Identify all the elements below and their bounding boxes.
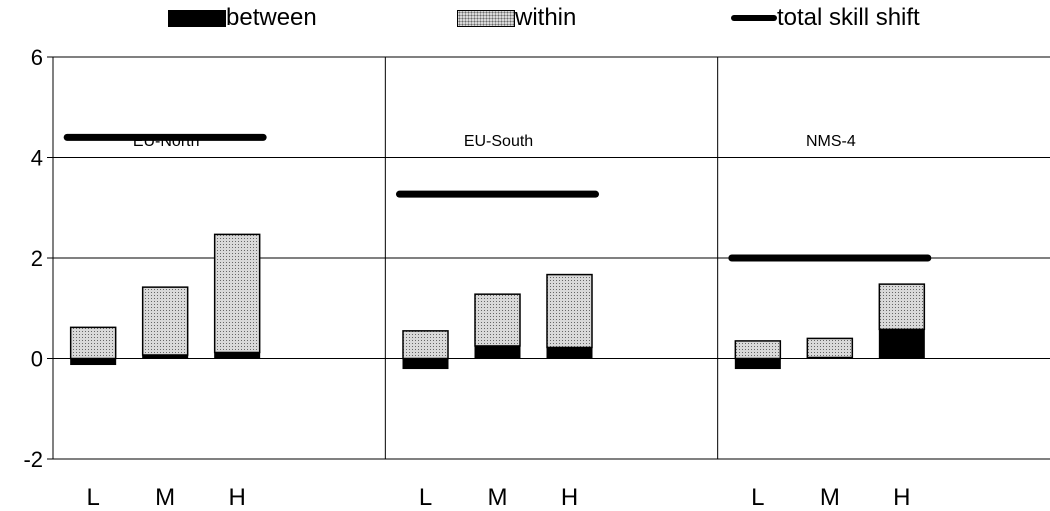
between-bar (474, 345, 521, 359)
between-bar (214, 351, 261, 360)
legend: between within total skill shift (0, 0, 1050, 40)
within-bar (69, 326, 117, 360)
between-bar (878, 328, 925, 360)
within-bar (213, 233, 261, 354)
y-tick-label: 2 (31, 246, 43, 271)
panel-title: NMS-4 (806, 133, 856, 150)
within-bar (734, 340, 782, 360)
x-tick-label: H (561, 484, 578, 511)
legend-item-within: within (457, 4, 576, 32)
between-swatch (168, 9, 226, 27)
y-tick-label: -2 (23, 447, 43, 472)
within-bar (141, 286, 189, 356)
within-bar (474, 293, 521, 347)
panel-title: EU-North (133, 133, 200, 150)
x-tick-label: L (751, 484, 764, 511)
within-bar (806, 337, 854, 359)
within-bar (878, 283, 926, 331)
x-tick-label: L (419, 484, 432, 511)
y-tick-label: 6 (31, 45, 43, 70)
legend-label-between: between (226, 4, 317, 31)
legend-label-within: within (515, 4, 577, 31)
x-tick-label: H (893, 484, 910, 511)
between-bar (402, 358, 449, 370)
y-tick-label: 0 (31, 347, 43, 372)
x-tick-label: M (488, 484, 508, 511)
y-tick-label: 4 (31, 146, 43, 171)
legend-label-total: total skill shift (777, 4, 920, 31)
x-tick-label: M (155, 484, 175, 511)
legend-item-total: total skill shift (731, 4, 920, 32)
within-bar (546, 273, 593, 349)
x-tick-label: M (820, 484, 840, 511)
total-swatch (731, 15, 777, 21)
between-bar (70, 358, 117, 366)
legend-item-between: between (168, 4, 317, 32)
within-bar (402, 330, 449, 360)
between-bar (546, 346, 593, 360)
x-tick-label: H (228, 484, 245, 511)
panel-title: EU-South (464, 133, 533, 150)
between-bar (734, 358, 781, 370)
x-tick-label: L (86, 484, 99, 511)
within-swatch (457, 9, 515, 27)
